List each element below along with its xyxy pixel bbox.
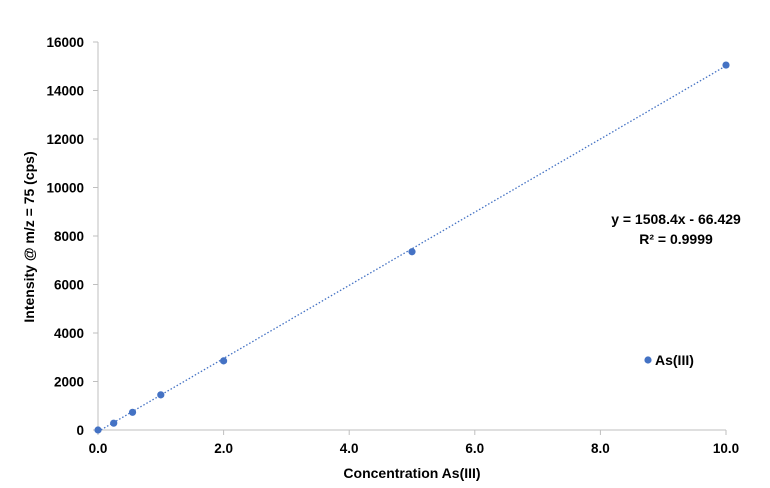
x-tick-label: 4.0 <box>340 441 359 456</box>
y-tick-label: 8000 <box>54 229 84 244</box>
trendline <box>97 65 727 433</box>
data-point <box>220 357 228 365</box>
y-tick-label: 4000 <box>54 326 84 341</box>
x-axis-title: Concentration As(III) <box>343 465 480 481</box>
y-tick-label: 12000 <box>46 132 84 147</box>
x-tick-label: 10.0 <box>713 441 739 456</box>
legend-marker <box>644 356 652 364</box>
x-tick-label: 2.0 <box>214 441 233 456</box>
x-tick-label: 0.0 <box>89 441 108 456</box>
trendline-r-squared: R² = 0.9999 <box>639 231 713 247</box>
data-point <box>110 419 118 427</box>
axes <box>93 41 727 435</box>
data-point <box>157 391 165 399</box>
y-tick-label: 0 <box>76 423 84 438</box>
y-tick-label: 14000 <box>46 84 84 99</box>
data-point <box>408 248 416 256</box>
trendline-equation: y = 1508.4x - 66.429 <box>611 211 741 227</box>
legend-label: As(III) <box>655 352 694 368</box>
data-point <box>722 61 730 69</box>
y-tick-label: 6000 <box>54 278 84 293</box>
data-points <box>94 61 730 434</box>
y-tick-label: 16000 <box>46 35 84 50</box>
data-point <box>94 426 102 434</box>
x-tick-labels: 0.0 2.0 4.0 6.0 8.0 10.0 <box>89 441 740 456</box>
y-axis-title: Intensity @ m/z = 75 (cps) <box>21 151 37 322</box>
legend: As(III) <box>644 352 694 368</box>
x-tick-label: 8.0 <box>591 441 610 456</box>
data-point <box>128 408 137 416</box>
y-tick-label: 2000 <box>54 375 84 390</box>
y-tick-label: 10000 <box>46 181 84 196</box>
x-tick-label: 6.0 <box>465 441 484 456</box>
y-tick-labels: 0 2000 4000 6000 8000 10000 12000 14000 16000 <box>46 35 84 438</box>
